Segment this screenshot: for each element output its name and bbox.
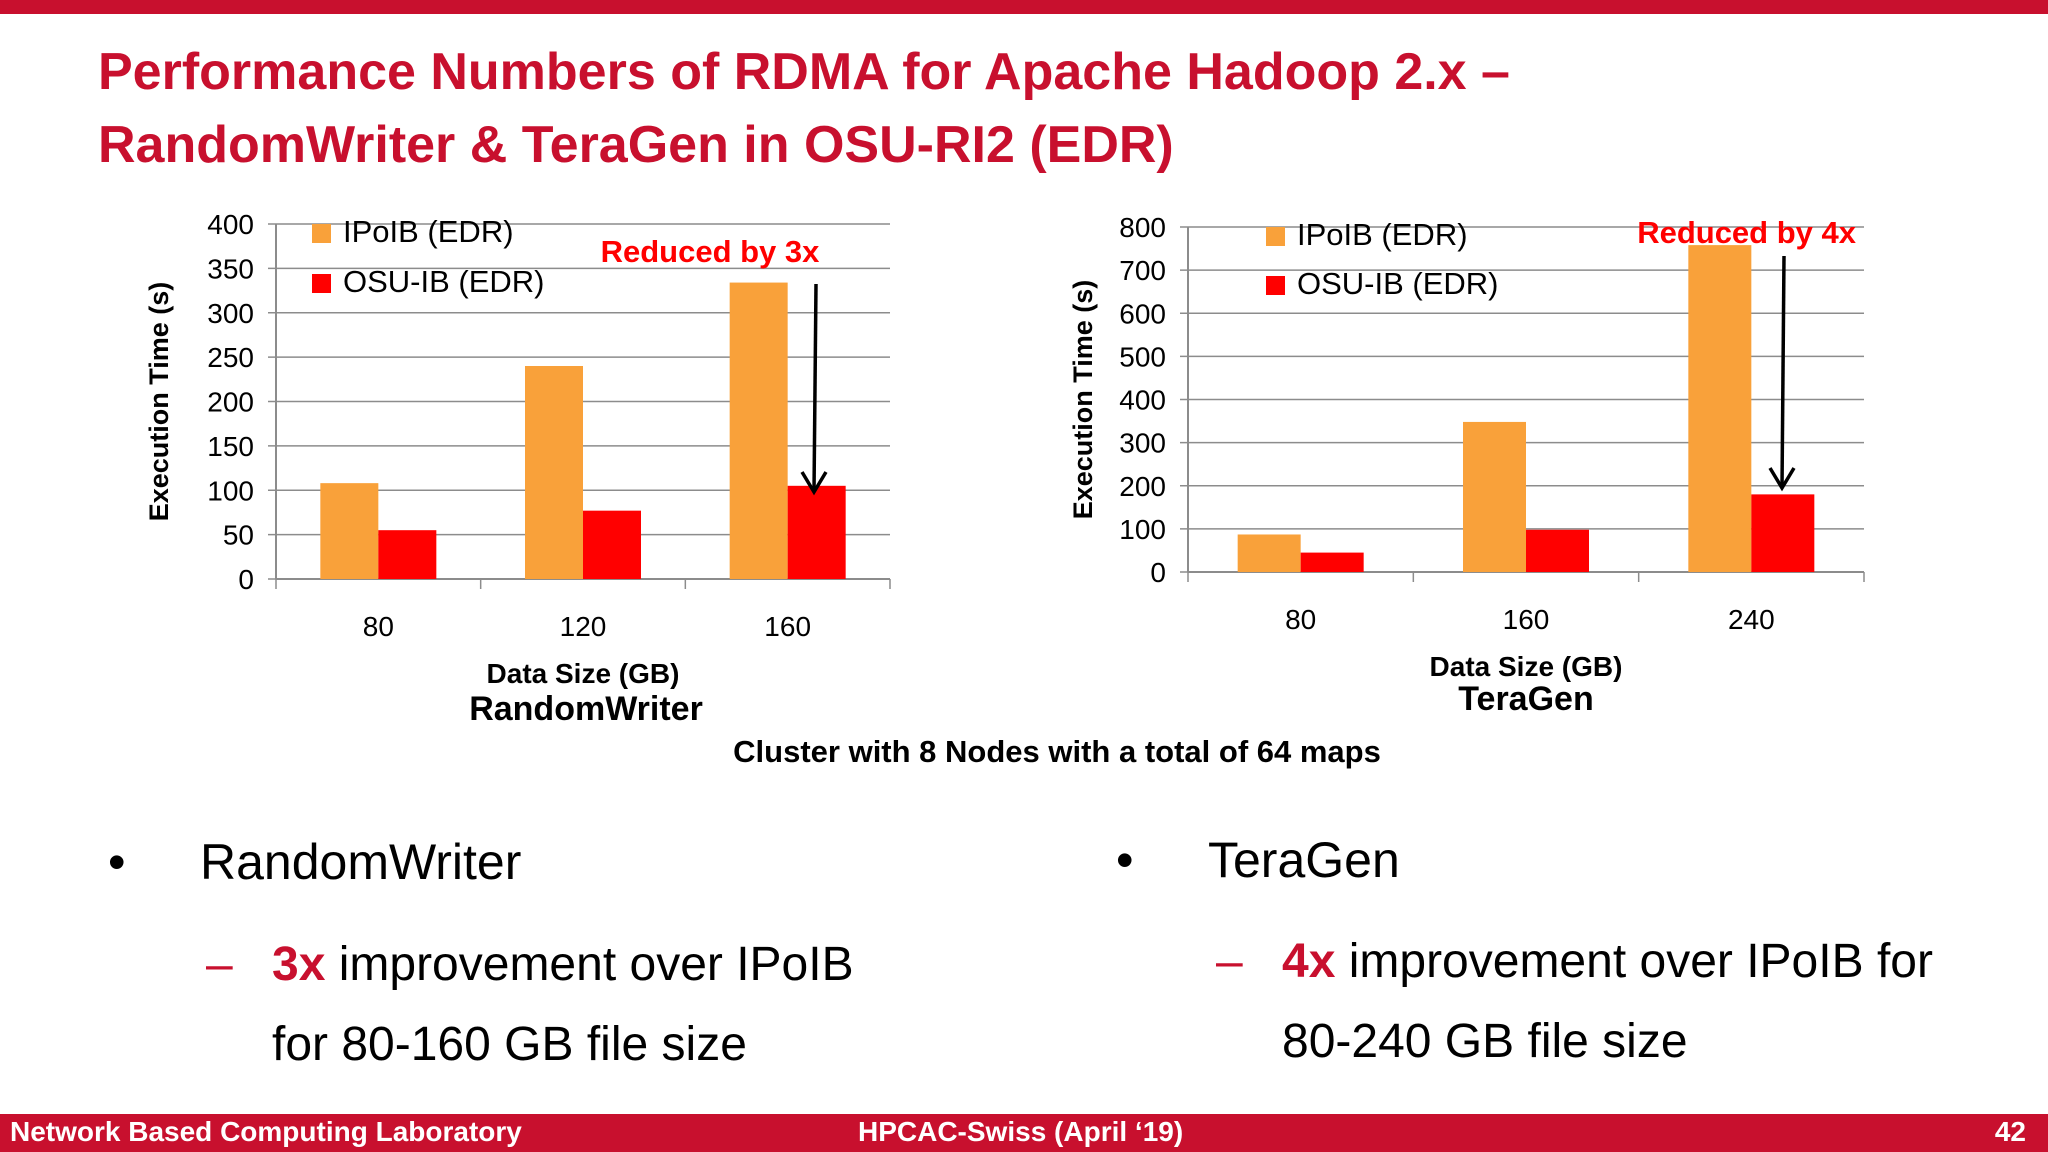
annotation-arrow-head [800,471,828,496]
slide-title: Performance Numbers of RDMA for Apache H… [98,36,1898,182]
bar-ipoib-240 [1688,245,1752,573]
subbullet-text-line1: improvement over IPoIB [325,938,854,991]
x-tick-label: 80 [363,611,394,642]
legend-swatch [312,274,331,293]
randomwriter-caption: RandomWriter [469,690,703,728]
slide-title-line-2: RandomWriter & TeraGen in OSU-RI2 (EDR) [98,116,1174,174]
x-tick-label: 120 [560,611,607,642]
footer-lab-name: Network Based Computing Laboratory [10,1116,522,1147]
y-tick-label: 50 [223,520,254,551]
x-tick-label: 240 [1728,604,1775,635]
legend-swatch [1266,227,1285,246]
subbullet-randomwriter: –3x improvement over IPoIB for 80-160 GB… [206,925,854,1085]
x-axis-label: Data Size (GB) [487,658,680,689]
legend-swatch [1266,276,1285,295]
y-tick-label: 300 [207,298,254,329]
footer-event: HPCAC-Swiss (April ‘19) [858,1116,1184,1147]
x-axis-label: Data Size (GB) [1430,651,1623,682]
y-tick-label: 700 [1119,255,1166,286]
bar-osu-ib-120 [583,510,641,579]
bar-osu-ib-240 [1751,494,1815,572]
annotation-text: Reduced by 4x [1637,215,1857,250]
y-tick-label: 600 [1119,298,1166,329]
y-tick-label: 400 [1119,385,1166,416]
legend-label: OSU-IB (EDR) [343,264,545,299]
x-tick-label: 80 [1285,604,1316,635]
bar-osu-ib-160 [1526,529,1589,572]
page-number: 42 [1994,1116,2026,1147]
annotation-text: Reduced by 3x [601,234,821,269]
y-tick-label: 100 [1119,514,1166,545]
bullet-teragen: • TeraGen [1116,831,1400,889]
chart-teragen: 0 100 200 300 400 500 600 700 800 80 160 240 Executi… [1068,212,1865,682]
legend-swatch [312,224,331,243]
top-accent-bar [0,0,2048,14]
bar-ipoib-80 [1237,534,1301,572]
y-tick-label: 350 [207,253,254,284]
y-tick-label: 300 [1119,428,1166,459]
dash-marker: – [206,938,233,991]
highlight-4x: 4x [1282,935,1336,988]
y-tick-label: 200 [207,387,254,418]
y-tick-label: 200 [1119,471,1166,502]
subbullet-text-line2: for 80-160 GB file size [272,1018,747,1071]
bar-ipoib-160 [729,282,788,579]
bullet-dot: • [108,834,126,890]
y-tick-label: 800 [1119,212,1166,243]
bar-osu-ib-160 [787,485,846,579]
subbullet-text-line2: 80-240 GB file size [1282,1015,1688,1068]
bar-osu-ib-80 [378,530,437,579]
annotation-arrow-head [1768,467,1796,492]
y-tick-label: 100 [207,475,254,506]
bar-ipoib-120 [525,366,583,579]
bar-osu-ib-80 [1300,552,1364,572]
legend-label: OSU-IB (EDR) [1297,266,1499,301]
subbullet-text-line1: improvement over IPoIB for [1335,935,1933,988]
annotation-arrow-line [1780,255,1786,489]
footer-bar: Network Based Computing Laboratory HPCAC… [0,1114,2048,1152]
bullet-randomwriter: • RandomWriter [108,833,521,891]
highlight-3x: 3x [272,938,326,991]
bullet-dot: • [1116,832,1134,888]
bar-ipoib-80 [320,483,379,579]
chart-randomwriter: 0 50 100 150 200 250 300 350 400 80 120 160 Executio… [144,209,891,689]
y-tick-label: 150 [207,431,254,462]
y-axis-label: Execution Time (s) [144,282,174,522]
legend-label: IPoIB (EDR) [343,214,514,249]
y-axis-label: Execution Time (s) [1068,280,1098,520]
bullet-label: RandomWriter [200,834,522,890]
x-tick-label: 160 [1503,604,1550,635]
bullet-label: TeraGen [1208,832,1400,888]
y-tick-label: 0 [238,564,254,595]
y-tick-label: 0 [1150,557,1166,588]
subbullet-teragen: –4x improvement over IPoIB for 80-240 GB… [1216,922,1933,1082]
y-tick-label: 400 [207,209,254,240]
y-tick-label: 250 [207,342,254,373]
dash-marker: – [1216,935,1243,988]
y-tick-label: 500 [1119,341,1166,372]
annotation-arrow-line [812,283,818,493]
cluster-note: Cluster with 8 Nodes with a total of 64 … [733,734,1381,769]
slide-title-line-1: Performance Numbers of RDMA for Apache H… [98,43,1510,101]
bar-ipoib-160 [1463,421,1526,572]
x-tick-label: 160 [764,611,811,642]
legend-label: IPoIB (EDR) [1297,217,1468,252]
teragen-caption: TeraGen [1458,680,1594,718]
